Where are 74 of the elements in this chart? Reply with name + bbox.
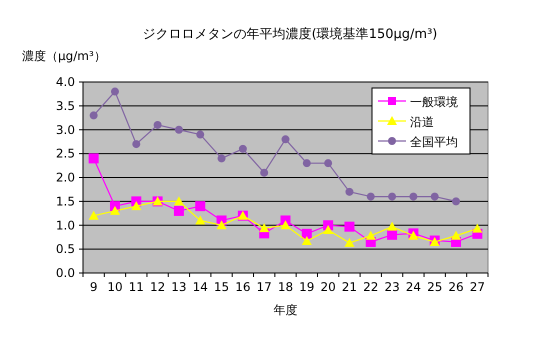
- y-tick-label: 2.5: [56, 146, 75, 161]
- legend-label: 沿道: [410, 115, 434, 129]
- point: [90, 111, 98, 120]
- point: [388, 192, 396, 201]
- point: [195, 215, 206, 224]
- x-tick-label: 20: [320, 280, 336, 294]
- point: [280, 220, 290, 230]
- point: [408, 230, 418, 240]
- point: [218, 154, 226, 162]
- point: [323, 225, 334, 234]
- point: [216, 220, 227, 230]
- y-tick-label: 3.5: [56, 98, 75, 113]
- point: [387, 230, 398, 240]
- x-tick-label: 14: [192, 280, 208, 294]
- point: [88, 210, 99, 220]
- point: [430, 192, 439, 201]
- point: [366, 192, 375, 201]
- x-tick-label: 9: [90, 280, 98, 294]
- y-tick-label: 0.0: [56, 266, 75, 280]
- x-tick-label: 18: [278, 280, 294, 294]
- point: [174, 126, 183, 134]
- point: [154, 120, 162, 129]
- x-tick-label: 17: [256, 280, 272, 294]
- x-tick-label: 21: [342, 280, 358, 294]
- point: [131, 201, 142, 210]
- y-tick-label: 1.5: [56, 194, 75, 208]
- y-tick-label: 2.0: [56, 170, 75, 184]
- legend-label: 一般環境: [410, 95, 458, 109]
- point: [282, 135, 290, 144]
- x-tick-label: 15: [214, 280, 230, 294]
- point: [302, 236, 312, 246]
- point: [409, 192, 418, 201]
- point: [302, 159, 311, 168]
- ylabel: 濃度（μg/m³）: [22, 49, 106, 63]
- x-tick-label: 10: [107, 280, 123, 294]
- point: [132, 140, 140, 148]
- point: [174, 206, 184, 216]
- point: [324, 159, 332, 168]
- point: [451, 230, 462, 240]
- y-tick-label: 0.5: [56, 242, 75, 256]
- title: ジクロロメタンの年平均濃度(環境基準150μg/m³): [142, 27, 438, 42]
- y-tick-label: 4.0: [56, 75, 75, 89]
- point: [110, 88, 119, 96]
- x-tick-label: 27: [470, 280, 485, 294]
- x-tick-label: 25: [427, 280, 442, 294]
- point: [174, 196, 184, 206]
- x-tick-label: 23: [384, 280, 400, 294]
- point: [88, 153, 99, 164]
- y-tick-label: 3.0: [56, 122, 75, 137]
- point: [259, 223, 270, 232]
- point: [110, 206, 120, 215]
- xlabel: 年度: [274, 303, 298, 317]
- x-tick-label: 24: [406, 280, 422, 294]
- x-tick-label: 22: [363, 280, 378, 294]
- x-tick-label: 11: [128, 280, 144, 294]
- point: [452, 197, 460, 206]
- x-tick-label: 16: [235, 280, 251, 294]
- y-tick-label: 1.0: [56, 218, 75, 232]
- legend-label: 全国平均: [410, 135, 458, 149]
- point: [345, 188, 354, 196]
- x-tick-label: 13: [171, 280, 187, 294]
- x-tick-label: 12: [150, 280, 166, 294]
- point: [387, 222, 398, 231]
- point: [260, 168, 268, 177]
- point: [302, 228, 312, 239]
- point: [344, 238, 354, 247]
- x-tick-label: 26: [448, 280, 464, 294]
- x-tick-label: 19: [299, 280, 314, 294]
- point: [366, 230, 376, 240]
- point: [195, 201, 206, 212]
- point: [196, 130, 204, 139]
- point: [344, 222, 354, 232]
- point: [238, 144, 247, 153]
- point: [472, 224, 482, 233]
